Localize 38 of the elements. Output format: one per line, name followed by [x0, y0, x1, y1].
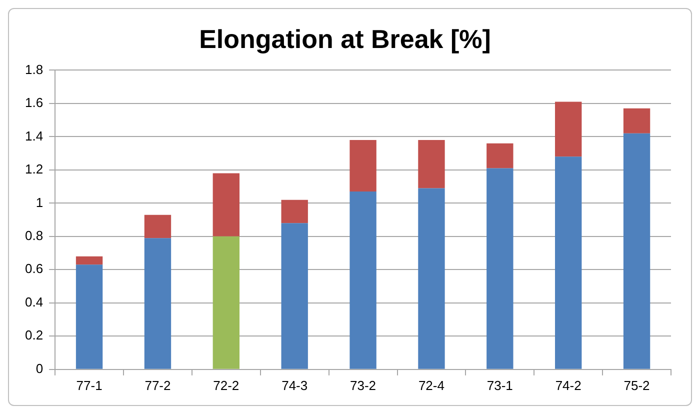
bar — [418, 188, 445, 369]
bar — [281, 223, 308, 369]
y-tick-label: 1.6 — [24, 95, 44, 110]
y-tick-label: 1 — [36, 194, 44, 210]
y-tick-label: 0.2 — [24, 328, 44, 343]
x-tick-label: 77-2 — [144, 378, 171, 393]
bar — [350, 192, 376, 369]
x-tick-label: 72-2 — [213, 378, 240, 393]
y-tick-label: 0.4 — [24, 294, 44, 310]
bar — [212, 236, 240, 369]
bar — [418, 140, 445, 188]
y-tick-label: 1.2 — [24, 162, 44, 177]
bar — [486, 143, 514, 168]
x-tick-label: 73-1 — [486, 378, 513, 393]
y-tick-label: 0.8 — [24, 228, 44, 243]
bar — [623, 108, 650, 134]
bar — [486, 168, 514, 369]
x-tick-label: 75-2 — [624, 378, 650, 393]
bar — [555, 156, 582, 369]
bar — [144, 238, 172, 369]
chart-title: Elongation at Break [%] — [199, 24, 491, 54]
y-tick-label: 0.6 — [24, 261, 44, 276]
bar — [76, 256, 103, 265]
bar — [623, 133, 650, 369]
bar — [281, 200, 308, 224]
y-tick-label: 0 — [36, 360, 44, 376]
bar — [555, 102, 582, 157]
x-tick-label: 72-4 — [418, 378, 444, 393]
bar — [76, 264, 103, 369]
x-tick-label: 77-1 — [76, 378, 102, 393]
bar — [350, 140, 376, 192]
x-tick-label: 73-2 — [350, 378, 376, 393]
bar — [144, 214, 172, 238]
y-tick-label: 1.8 — [24, 62, 44, 77]
bar — [212, 173, 240, 236]
x-tick-label: 74-3 — [282, 378, 308, 393]
y-tick-label: 1.4 — [24, 128, 44, 144]
x-tick-label: 74-2 — [555, 378, 582, 393]
